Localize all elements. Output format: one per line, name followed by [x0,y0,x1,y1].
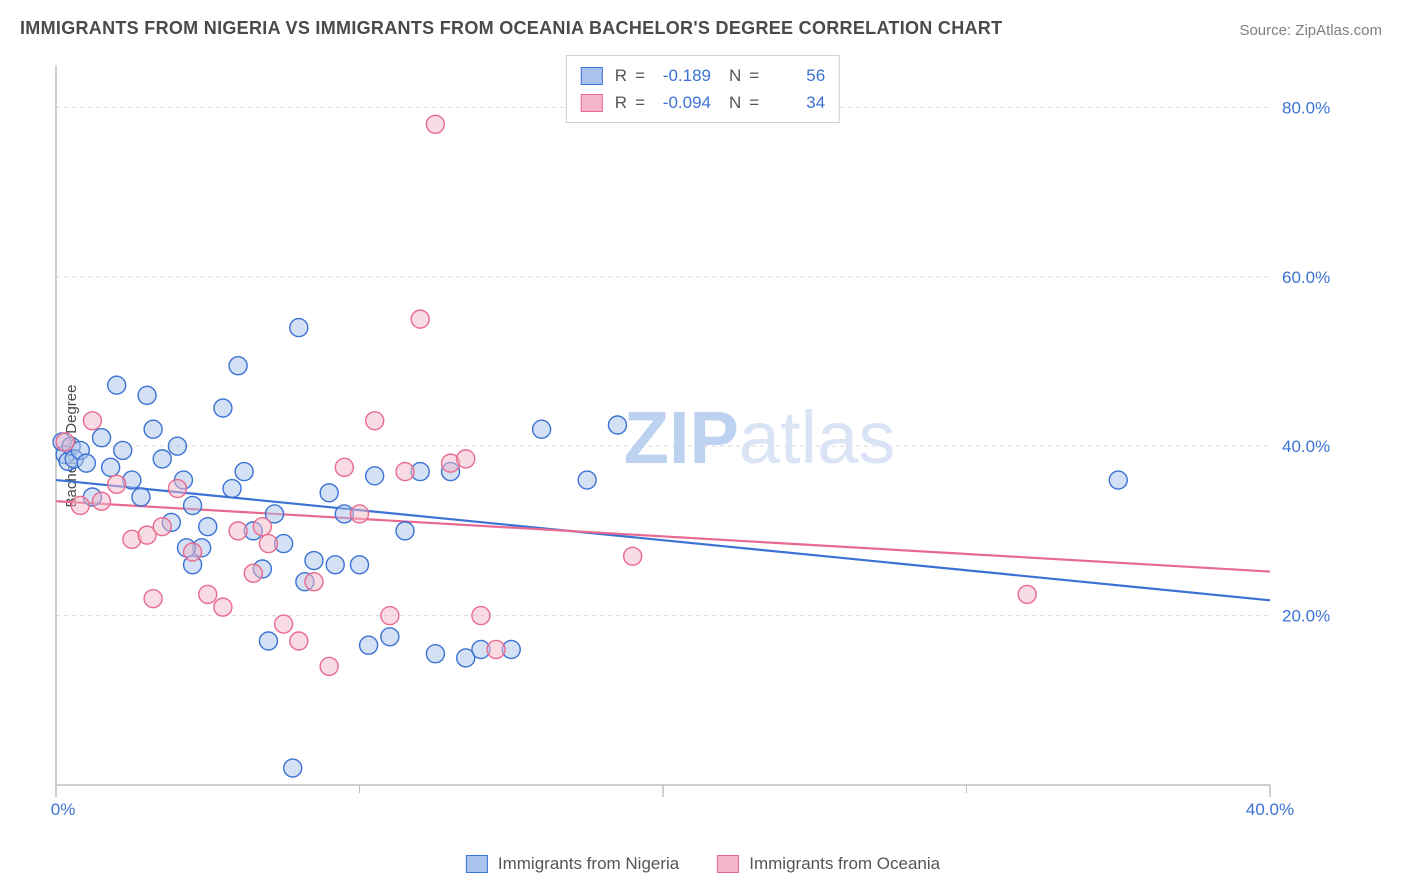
svg-text:60.0%: 60.0% [1282,268,1330,287]
svg-text:40.0%: 40.0% [1282,437,1330,456]
svg-text:80.0%: 80.0% [1282,98,1330,117]
swatch-oceania [581,94,603,112]
scatter-plot: ZIPatlas 20.0% 40.0% 60.0% 80.0% 0.0% 40.0% [50,55,1340,825]
legend-r-value: -0.094 [653,89,711,116]
chart-title: IMMIGRANTS FROM NIGERIA VS IMMIGRANTS FR… [20,18,1002,39]
svg-text:0.0%: 0.0% [50,800,75,819]
series-legend: Immigrants from Nigeria Immigrants from … [466,854,940,874]
legend-r-value: -0.189 [653,62,711,89]
legend-item-oceania: Immigrants from Oceania [717,854,940,874]
svg-text:20.0%: 20.0% [1282,607,1330,626]
legend-row-nigeria: R = -0.189 N = 56 [581,62,825,89]
swatch-nigeria [466,855,488,873]
legend-label: Immigrants from Nigeria [498,854,679,874]
svg-text:ZIPatlas: ZIPatlas [624,396,895,479]
legend-label: Immigrants from Oceania [749,854,940,874]
legend-eq: = [749,89,759,116]
legend-eq: = [635,62,645,89]
legend-r-label: R [615,62,627,89]
legend-n-label: N [729,89,741,116]
legend-eq: = [749,62,759,89]
correlation-legend: R = -0.189 N = 56 R = -0.094 N = 34 [566,55,840,123]
source-attribution: Source: ZipAtlas.com [1239,22,1382,39]
swatch-nigeria [581,67,603,85]
legend-row-oceania: R = -0.094 N = 34 [581,89,825,116]
swatch-oceania [717,855,739,873]
svg-text:40.0%: 40.0% [1246,800,1294,819]
legend-n-label: N [729,62,741,89]
chart-svg: ZIPatlas 20.0% 40.0% 60.0% 80.0% 0.0% 40.0% [50,55,1340,825]
legend-n-value: 56 [767,62,825,89]
legend-r-label: R [615,89,627,116]
legend-eq: = [635,89,645,116]
legend-n-value: 34 [767,89,825,116]
legend-item-nigeria: Immigrants from Nigeria [466,854,679,874]
